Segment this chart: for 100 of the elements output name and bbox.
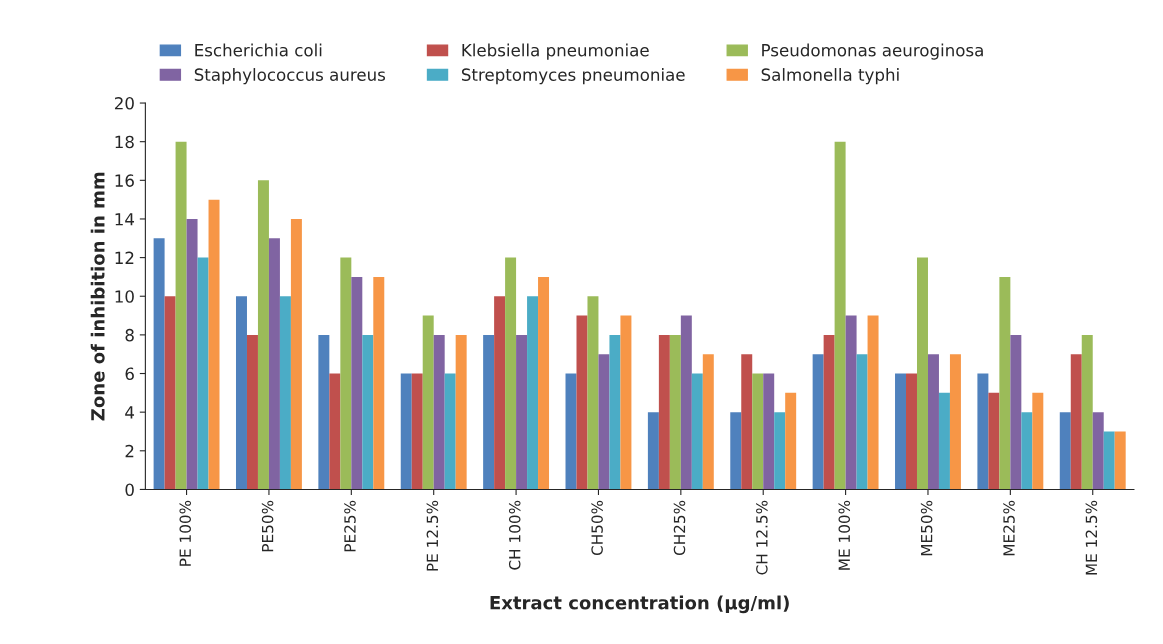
- bar: [1032, 392, 1044, 490]
- bar: [538, 276, 550, 490]
- bar: [867, 315, 879, 490]
- bar: [279, 296, 291, 490]
- bar: [927, 354, 939, 490]
- bar: [527, 296, 539, 490]
- bar: [949, 354, 961, 490]
- bar: [576, 315, 588, 490]
- bar: [647, 412, 659, 490]
- x-tick-label: CH50%: [591, 500, 603, 556]
- x-tick-label: ME 100%: [838, 500, 851, 570]
- x-tick-label: PE50%: [261, 500, 274, 552]
- bar: [741, 354, 753, 490]
- bar: [1081, 334, 1093, 490]
- legend-label: Escherichia coli: [195, 43, 322, 57]
- bar: [565, 373, 577, 490]
- bar: [587, 296, 599, 490]
- bar: [1059, 412, 1071, 490]
- bar: [845, 315, 857, 490]
- bar: [906, 373, 917, 490]
- bar: [257, 180, 269, 490]
- bar: [433, 334, 445, 490]
- bar: [246, 334, 258, 490]
- bar: [999, 276, 1011, 490]
- x-tick-label: ME25%: [1003, 500, 1015, 556]
- bar: [340, 257, 352, 490]
- bar: [812, 354, 824, 490]
- bar: [268, 238, 280, 490]
- x-tick-label: ME50%: [920, 500, 933, 556]
- x-axis-title: Extract concentration (µg/ml): [490, 595, 789, 614]
- bar: [208, 199, 220, 490]
- x-tick-label: PE25%: [344, 500, 356, 552]
- y-tick-label: 4: [125, 406, 135, 419]
- bar: [197, 257, 209, 490]
- bar: [609, 334, 621, 490]
- y-tick-label: 18: [115, 135, 134, 149]
- bar: [373, 276, 385, 490]
- bar: [1103, 431, 1115, 490]
- bar: [752, 373, 764, 490]
- bar: [1021, 412, 1033, 490]
- bar: [505, 257, 517, 490]
- y-tick-label: 12: [115, 251, 134, 264]
- y-tick-label: 0: [125, 483, 134, 497]
- bar: [164, 296, 176, 490]
- bar: [785, 392, 797, 490]
- bar: [598, 354, 610, 490]
- bar: [411, 373, 423, 490]
- bar: [290, 218, 302, 490]
- bar: [702, 354, 714, 490]
- bar: [834, 141, 846, 490]
- y-tick-label: 6: [125, 367, 134, 381]
- y-tick-label: 20: [114, 97, 134, 110]
- y-tick-label: 14: [115, 213, 135, 226]
- bar: [1010, 334, 1022, 490]
- bar: [186, 218, 198, 490]
- bar: [400, 373, 412, 490]
- x-tick-label: PE 12.5%: [426, 500, 439, 571]
- y-tick-label: 16: [115, 174, 134, 187]
- bar: [235, 296, 247, 490]
- bar: [455, 334, 467, 490]
- x-tick-label: ME 12.5%: [1085, 500, 1098, 575]
- bar: [730, 412, 742, 490]
- legend-label: Salmonella typhi: [761, 68, 899, 85]
- legend-label: Streptomyces pneumoniae: [461, 68, 685, 85]
- y-tick-label: 8: [125, 328, 134, 342]
- legend-label: Klebsiella pneumoniae: [462, 43, 649, 60]
- bar: [823, 334, 835, 490]
- x-tick-label: CH25%: [673, 500, 686, 556]
- bar: [1114, 431, 1126, 490]
- bar: [1092, 412, 1104, 490]
- y-tick-label: 2: [125, 444, 134, 458]
- bar: [483, 334, 495, 490]
- x-tick-label: PE 100%: [179, 500, 191, 566]
- y-axis-title: Zone of inhibition in mm: [90, 172, 105, 421]
- bar: [977, 373, 989, 490]
- bar: [351, 276, 363, 490]
- bar: [1070, 354, 1082, 490]
- bar: [620, 315, 632, 490]
- bar: [669, 334, 681, 490]
- bar: [856, 354, 868, 490]
- bar: [175, 141, 187, 490]
- bar: [329, 373, 341, 490]
- bar: [763, 373, 775, 490]
- bar: [362, 334, 374, 490]
- x-tick-label: CH 12.5%: [756, 500, 768, 575]
- bar: [988, 392, 1000, 490]
- bar: [318, 334, 330, 490]
- bar: [494, 296, 506, 490]
- x-tick-label: CH 100%: [508, 500, 521, 570]
- legend-label: Staphylococcus aureus: [194, 68, 386, 85]
- bar: [444, 373, 456, 490]
- legend-label: Pseudomonas aeuroginosa: [762, 43, 983, 60]
- y-tick-label: 10: [115, 290, 134, 303]
- bar: [895, 373, 907, 490]
- bar: [153, 238, 165, 490]
- bar: [658, 334, 670, 490]
- bar: [691, 373, 703, 490]
- bar: [422, 315, 434, 490]
- bar: [680, 315, 692, 490]
- bar: [938, 392, 950, 490]
